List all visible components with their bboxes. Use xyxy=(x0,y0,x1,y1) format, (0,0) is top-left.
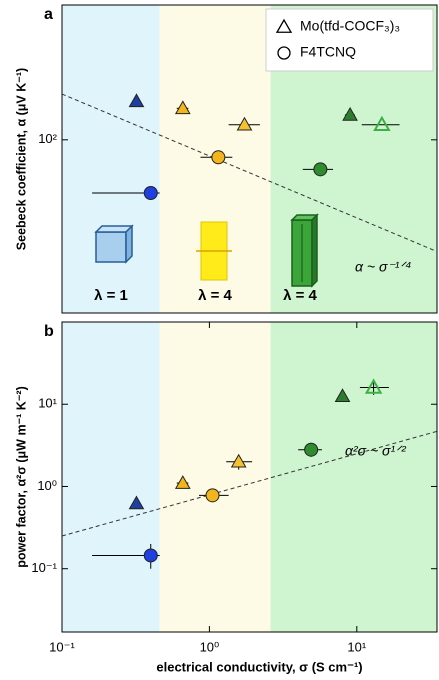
y-axis-label: power factor, α²σ (μW m⁻¹ K⁻²) xyxy=(14,386,28,568)
y-tick-label: 10² xyxy=(38,131,57,146)
annotation: α²σ ~ σ¹ᐟ² xyxy=(345,443,407,459)
circle-marker xyxy=(305,443,318,456)
y-tick-label: 10¹ xyxy=(38,396,57,411)
annotation: α ~ σ⁻¹ᐟ⁴ xyxy=(355,259,411,275)
panel-label: b xyxy=(44,323,54,340)
x-tick-label: 10¹ xyxy=(347,639,366,654)
circle-marker xyxy=(212,151,225,164)
y-tick-label: 10⁻¹ xyxy=(31,560,57,575)
region xyxy=(62,322,160,632)
figure: λ = 1 λ = 4 λ = 4 10² Seebeck coefficient, α… xyxy=(0,0,439,680)
cube-icon-side xyxy=(126,226,132,262)
rod-icon-side xyxy=(312,215,317,286)
x-tick-label: 10⁻¹ xyxy=(49,639,75,654)
region xyxy=(160,322,271,632)
cube-icon xyxy=(96,232,126,262)
circle-marker xyxy=(144,549,157,562)
legend-label: Mo(tfd-COCF₃)₃ xyxy=(300,18,400,34)
region-label: λ = 4 xyxy=(283,287,317,304)
circle-marker xyxy=(144,187,157,200)
x-tick-label: 10⁰ xyxy=(200,639,220,654)
region xyxy=(62,5,160,313)
region xyxy=(271,322,437,632)
legend-label: F4TCNQ xyxy=(300,44,356,60)
x-axis-label: electrical conductivity, σ (S cm⁻¹) xyxy=(156,659,362,674)
region-label: λ = 1 xyxy=(94,287,128,304)
y-tick-label: 10⁰ xyxy=(37,478,57,493)
y-axis-label: Seebeck coefficient, α (μV K⁻¹) xyxy=(14,68,28,250)
circle-marker xyxy=(206,489,219,502)
panel-label: a xyxy=(44,6,53,23)
region-label: λ = 4 xyxy=(198,287,232,304)
circle-marker xyxy=(314,163,327,176)
panel: 10⁻¹ 10⁰ 10¹ 10⁻¹ 10⁰ 10¹ power factor, α²σ (μ… xyxy=(14,322,437,674)
